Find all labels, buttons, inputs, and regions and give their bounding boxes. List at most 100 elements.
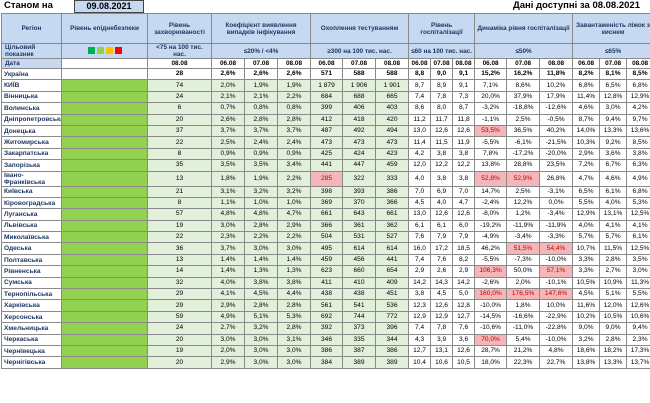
hosp-cell: 7,4 — [408, 90, 432, 104]
oxy-cell: 5,3% — [626, 196, 650, 210]
target-detection: ≤20% / <4% — [210, 43, 312, 59]
oxy-cell: 6,5% — [572, 185, 601, 198]
testing-cell: 425 — [310, 147, 344, 161]
hosp-cell: 8,9 — [430, 79, 454, 92]
oxy-cell: 7,2% — [572, 159, 601, 172]
dyn-cell: 7,1% — [474, 79, 508, 92]
testing-cell: 370 — [342, 196, 377, 210]
detection-cell: 1,1% — [211, 196, 245, 210]
oxy-cell: 9,7% — [626, 113, 650, 126]
incidence-cell: 14 — [147, 265, 212, 278]
hosp-cell: 12,6 — [452, 208, 476, 221]
detection-cell: 2,6% — [211, 113, 245, 126]
hosp-cell: 11,8 — [452, 113, 476, 126]
hosp-cell: 14,2 — [452, 276, 476, 290]
detection-cell: 3,7% — [211, 124, 245, 138]
header-row-dates: Дата 08.08 06.08 07.08 08.08 06.08 07.08 08.08… — [1, 58, 650, 69]
dyn-cell: -20,0% — [539, 147, 574, 161]
oxy-cell: 4,7% — [572, 170, 601, 187]
date-testing: 07.08 — [342, 58, 377, 69]
dyn-cell: -5,5% — [474, 253, 508, 267]
detection-cell: 1,4% — [276, 253, 312, 267]
hosp-cell: 7,4 — [408, 322, 432, 335]
oxy-cell: 4,6% — [599, 170, 628, 187]
hosp-cell: 16,0 — [408, 242, 432, 255]
date-detection-rate: 07.08 — [244, 58, 278, 69]
hosp-cell: 7,9 — [430, 231, 454, 244]
oxy-cell: 2,8% — [599, 253, 628, 267]
testing-cell: 322 — [342, 170, 377, 187]
hosp-cell: 17,2 — [430, 242, 454, 255]
table-row: Донецька 37 3,7% 3,7% 3,7% 487 492 494 13,0 12,6 1… — [1, 124, 650, 138]
dyn-cell: 14,7% — [474, 185, 508, 198]
oxy-cell: 11,4% — [572, 90, 601, 104]
incidence-cell: 22 — [147, 136, 212, 149]
hosp-cell: 11,7 — [430, 113, 454, 126]
hosp-cell: 10,4 — [408, 356, 432, 369]
target-oxygen-beds: ≤65% — [572, 43, 650, 59]
dyn-cell: 52,9% — [506, 170, 541, 187]
testing-cell: 688 — [342, 90, 377, 104]
oxy-cell: 8,2% — [572, 67, 601, 81]
region-name: Кіровоградська — [1, 196, 62, 210]
detection-cell: 2,0% — [211, 79, 245, 92]
detection-cell: 3,8% — [244, 276, 278, 290]
table-row: Луганська 57 4,8% 4,8% 4,7% 661 643 661 13,0 12,6… — [1, 208, 650, 221]
testing-cell: 362 — [375, 219, 410, 233]
detection-cell: 2,9% — [211, 299, 245, 312]
testing-cell: 614 — [342, 242, 377, 255]
incidence-cell: 8 — [147, 196, 212, 210]
dyn-cell: -17,2% — [506, 147, 541, 161]
hosp-cell: 7,9 — [452, 231, 476, 244]
dyn-cell: -10,1% — [539, 276, 574, 290]
testing-cell: 386 — [375, 344, 410, 358]
hosp-cell: 11,9 — [452, 136, 476, 149]
epidemic-level-cell — [61, 344, 148, 358]
oxy-cell: 10,9% — [599, 276, 628, 290]
testing-cell: 387 — [342, 344, 377, 358]
epidemic-level-cell — [61, 185, 148, 198]
dyn-cell: 16,2% — [506, 67, 541, 81]
incidence-cell: 22 — [147, 231, 212, 244]
hosp-cell: 12,6 — [452, 344, 476, 358]
epidemic-level-cell — [61, 102, 148, 115]
hosp-cell: 13,0 — [408, 124, 432, 138]
epidemic-level-cell — [61, 276, 148, 290]
region-name: Полтавська — [1, 253, 62, 267]
detection-cell: 2,8% — [276, 322, 312, 335]
detection-cell: 3,1% — [211, 185, 245, 198]
dyn-cell: 176,5% — [506, 288, 541, 301]
hosp-cell: 7,0 — [452, 185, 476, 198]
epidemic-level-cell — [61, 242, 148, 255]
region-name: Рівненська — [1, 265, 62, 278]
testing-cell: 614 — [375, 242, 410, 255]
oxy-cell: 4,5% — [572, 288, 601, 301]
dyn-cell: -12,6% — [539, 102, 574, 115]
hosp-cell: 8,2 — [452, 253, 476, 267]
region-name: Сумська — [1, 276, 62, 290]
region-name: Київська — [1, 185, 62, 198]
hosp-cell: 7,6 — [452, 322, 476, 335]
detection-cell: 2,8% — [244, 299, 278, 312]
epidemic-level-cell — [61, 136, 148, 149]
date-hospitalization: 07.08 — [430, 58, 454, 69]
region-name: Черкаська — [1, 333, 62, 347]
date-testing: 08.08 — [375, 58, 410, 69]
incidence-cell: 19 — [147, 344, 212, 358]
testing-cell: 447 — [342, 159, 377, 172]
dyn-cell: 51,5% — [506, 242, 541, 255]
region-name: Чернігівська — [1, 356, 62, 369]
oxy-cell: 6,7% — [599, 159, 628, 172]
detection-cell: 3,5% — [244, 159, 278, 172]
oxy-cell: 11,6% — [572, 299, 601, 312]
hosp-cell: 4,2 — [408, 147, 432, 161]
detection-cell: 0,9% — [276, 147, 312, 161]
table-row: Запорізька 35 3,5% 3,5% 3,4% 441 447 459 12,0 12,… — [1, 159, 650, 172]
testing-cell: 410 — [342, 276, 377, 290]
incidence-cell: 13 — [147, 253, 212, 267]
col-region: Регіон — [1, 13, 62, 44]
table-row: Івано-Франківська 13 1,8% 1,9% 2,2% 285 322 333… — [1, 170, 650, 187]
dyn-cell: -22,9% — [539, 310, 574, 324]
as-of-label: Станом на — [4, 0, 53, 11]
dyn-cell: 5,4% — [506, 333, 541, 347]
